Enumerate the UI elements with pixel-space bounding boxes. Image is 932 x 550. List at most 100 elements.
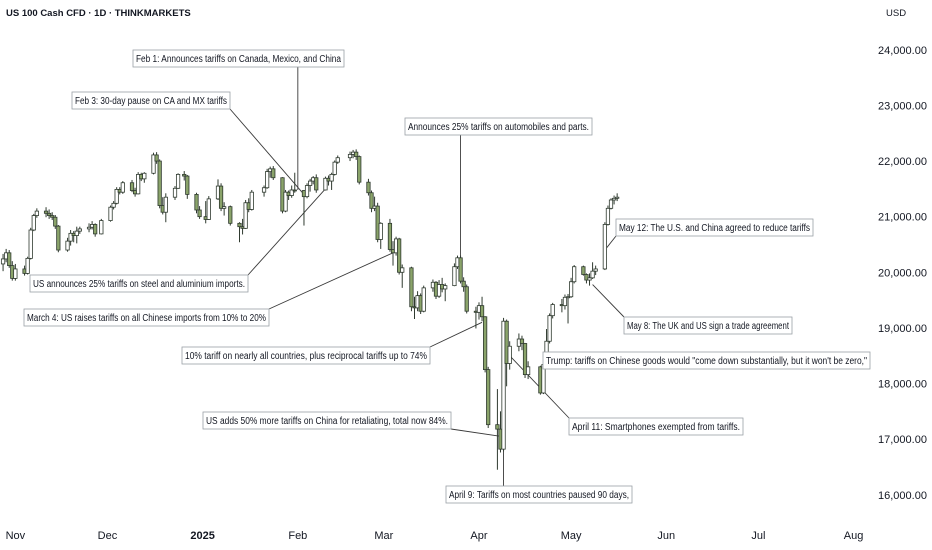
annotation-note: Announces 25% tariffs on automobiles and… — [404, 117, 593, 136]
candle — [519, 335, 525, 351]
candle-body — [464, 286, 469, 312]
candle-body — [34, 210, 39, 216]
annotation-box — [615, 218, 814, 237]
candle — [335, 155, 340, 164]
candle — [458, 255, 463, 284]
candle-body — [175, 173, 181, 189]
candle — [56, 225, 61, 253]
candle — [93, 223, 98, 237]
candle-body — [501, 320, 506, 450]
candle — [74, 226, 79, 244]
candle — [409, 266, 414, 312]
candle — [28, 227, 33, 260]
time-axis[interactable]: Nov Dec 2025 Feb Mar Apr May Jun Jul Aug — [6, 530, 864, 542]
candle — [587, 273, 592, 286]
candle — [461, 277, 466, 292]
time-tick-label: Nov — [6, 530, 26, 542]
candle-body — [308, 180, 313, 186]
price-tick-label: 16,000.00 — [878, 490, 927, 502]
candle-body — [458, 257, 463, 282]
candle-body — [397, 238, 402, 273]
candle-body — [108, 206, 113, 221]
candle-body — [314, 177, 319, 191]
candle — [289, 185, 294, 198]
candle-body — [56, 225, 61, 251]
candle — [114, 187, 119, 205]
annotation-text: May 8: The UK and US sign a trade agreem… — [627, 321, 789, 332]
candle-body — [369, 192, 374, 209]
candle-body — [206, 198, 211, 220]
candle — [369, 190, 374, 213]
candle-body — [237, 222, 242, 228]
candle — [378, 222, 383, 249]
candle — [397, 237, 402, 275]
candle-body — [163, 196, 168, 213]
candle — [584, 273, 589, 284]
candle — [436, 280, 442, 298]
candle-body — [111, 202, 116, 208]
annotation-text: US adds 50% more tariffs on China for re… — [206, 416, 448, 427]
candle — [443, 283, 448, 302]
annotation-box — [23, 308, 270, 327]
candle — [590, 262, 595, 279]
price-axis[interactable]: 24,000.00 23,000.00 22,000.00 21,000.00 20,0… — [878, 45, 927, 502]
candle — [526, 361, 531, 380]
candle-body — [593, 268, 598, 272]
candle — [7, 250, 12, 268]
candle-body — [93, 224, 98, 235]
candle-body — [421, 287, 426, 312]
candle-body — [249, 191, 254, 210]
candle — [47, 209, 52, 219]
candle-body — [409, 267, 414, 308]
candle — [615, 193, 620, 202]
price-tick-label: 24,000.00 — [878, 45, 927, 57]
candle-body — [261, 187, 267, 193]
annotation-box — [71, 91, 231, 110]
candle-body — [507, 345, 512, 364]
annotation-leader — [429, 321, 483, 348]
candle-body — [366, 181, 371, 194]
annotation-text: Feb 3: 30-day pause on CA and MX tariffs — [75, 96, 227, 107]
candle — [593, 265, 598, 276]
annotation-leader — [229, 108, 305, 195]
candle-body — [283, 191, 288, 212]
candle — [50, 212, 55, 220]
annotation-text: Trump: tariffs on Chinese goods would "c… — [546, 356, 867, 367]
candle-body — [25, 257, 30, 274]
candle-body — [504, 320, 509, 364]
candle — [194, 192, 199, 214]
candle — [108, 205, 113, 222]
candle — [332, 160, 337, 176]
candle-body — [587, 277, 592, 281]
candle-body — [519, 338, 525, 344]
candle-body — [53, 216, 58, 227]
annotation-text: March 4: US raises tariffs on all Chines… — [27, 313, 266, 324]
candle-body — [114, 189, 119, 204]
candle-body — [332, 161, 337, 175]
time-tick-label: 2025 — [190, 530, 214, 542]
time-tick-label: Feb — [288, 530, 307, 542]
candle — [581, 265, 586, 276]
candle-body — [400, 267, 405, 273]
candle — [185, 174, 190, 199]
candle — [218, 183, 224, 212]
annotation-box — [202, 411, 452, 430]
candle — [608, 198, 614, 210]
candle-body — [611, 197, 617, 201]
candle — [400, 264, 405, 288]
candle-body — [50, 215, 55, 218]
candle-body — [194, 194, 199, 211]
candle — [99, 218, 104, 235]
candle — [68, 230, 73, 246]
candle-body — [0, 258, 6, 265]
candle-body — [77, 228, 82, 232]
candle — [86, 223, 92, 233]
candle — [565, 293, 571, 324]
price-tick-label: 18,000.00 — [878, 379, 927, 391]
candle — [65, 237, 70, 252]
candle-body — [615, 196, 620, 199]
candle — [175, 173, 181, 189]
candle-body — [357, 156, 362, 183]
candle — [120, 181, 125, 194]
